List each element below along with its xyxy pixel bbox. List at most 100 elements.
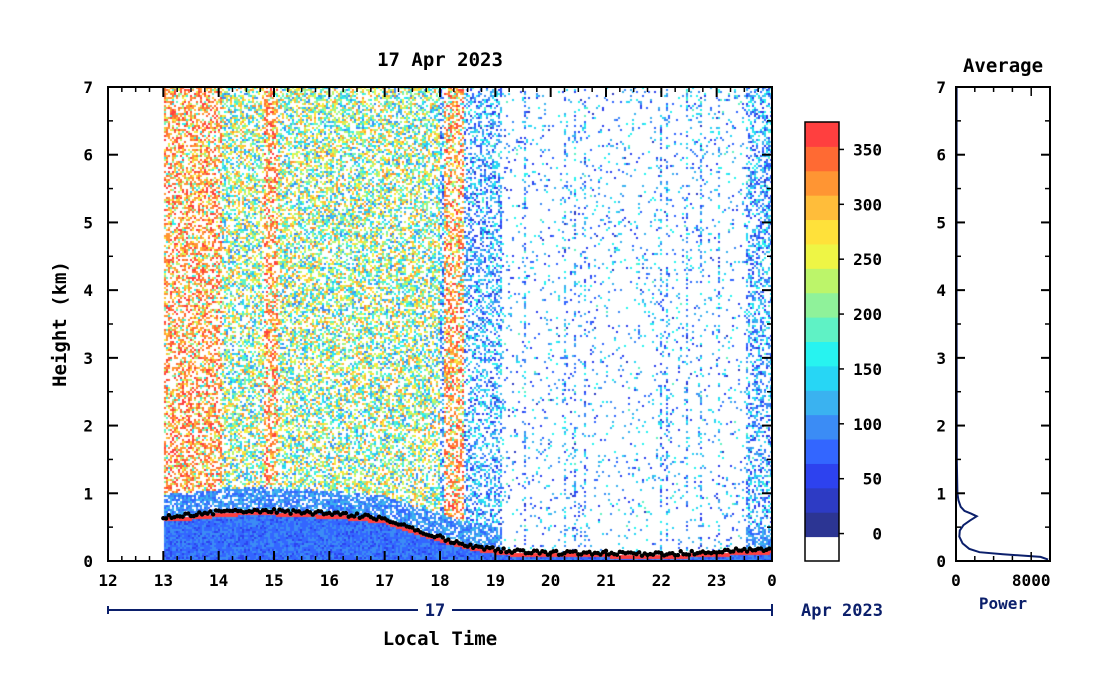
boundary-layer-marker	[637, 550, 642, 555]
colorbar-segment	[805, 317, 839, 342]
y-tick-label: 3	[83, 349, 93, 368]
boundary-layer-marker	[186, 511, 191, 516]
average-y-tick-label: 5	[936, 213, 946, 232]
average-y-tick-label: 0	[936, 552, 946, 571]
boundary-layer-marker	[573, 548, 578, 554]
boundary-layer-marker	[731, 549, 736, 554]
colorbar-segment	[805, 414, 839, 440]
heatmap	[108, 87, 772, 561]
y-tick-labels: 0 1 2 3 4 5 6 7	[83, 78, 93, 571]
colorbar-segment	[805, 292, 839, 318]
colorbar-segment	[805, 536, 839, 562]
average-y-tick-labels: 0 1 2 3 4 5 6 7	[936, 78, 946, 571]
boundary-layer-marker	[269, 509, 274, 515]
y-tick-label: 0	[83, 552, 93, 571]
colorbar	[804, 121, 844, 562]
boundary-layer-marker	[440, 535, 445, 540]
boundary-layer-marker	[542, 549, 548, 555]
boundary-layer-marker	[614, 552, 620, 557]
average-x-tick-label: 0	[951, 571, 961, 590]
chart-title: 17 Apr 2023	[377, 49, 503, 71]
boundary-layer-line	[161, 507, 772, 558]
colorbar-tick-label: 350	[853, 140, 882, 159]
x-tick-labels: 12 13 14 15 16 17 18 19 20 21 22 23 0	[98, 571, 776, 590]
average-x-tick-labels: 0 8000	[951, 571, 1050, 590]
colorbar-segment	[805, 195, 839, 221]
boundary-layer-marker	[689, 548, 694, 554]
colorbar-tick-label: 250	[853, 250, 882, 269]
boundary-layer-marker	[352, 514, 357, 519]
average-y-tick-label: 6	[936, 146, 946, 165]
x-tick-label: 15	[264, 571, 283, 590]
colorbar-segment	[805, 512, 839, 538]
boundary-layer-marker	[495, 546, 501, 552]
boundary-layer-marker	[678, 549, 683, 554]
x-tick-label: 21	[596, 571, 615, 590]
boundary-layer-marker	[410, 525, 415, 530]
colorbar-segment	[805, 146, 839, 172]
boundary-layer-marker	[288, 511, 293, 516]
colorbar-segment	[805, 122, 839, 147]
boundary-layer-marker	[686, 552, 692, 557]
boundary-layer-marker	[498, 549, 504, 555]
colorbar-tick-label: 0	[872, 525, 882, 544]
x-tick-label: 22	[652, 571, 671, 590]
colorbar-tick-label: 100	[853, 415, 882, 434]
average-y-tick-label: 3	[936, 349, 946, 368]
colorbar-frame	[804, 121, 840, 562]
average-profile-line	[956, 87, 1049, 561]
average-y-tick-label: 4	[936, 281, 946, 300]
boundary-layer-marker	[744, 549, 750, 554]
boundary-layer-marker	[166, 512, 172, 518]
colorbar-segment	[805, 439, 839, 464]
colorbar-segment	[805, 243, 839, 269]
boundary-layer-marker	[446, 537, 451, 542]
y-tick-label: 4	[83, 281, 93, 300]
boundary-layer-marker	[180, 514, 185, 519]
average-profile	[956, 87, 1049, 561]
main-axis-ticks	[107, 86, 773, 562]
y-tick-label: 2	[83, 417, 93, 436]
boundary-layer-marker	[163, 516, 169, 521]
average-y-tick-label: 7	[936, 78, 946, 97]
x-tick-label: 14	[209, 571, 228, 590]
date-day-label: 17	[425, 601, 445, 621]
boundary-layer-marker	[343, 510, 349, 516]
boundary-layer-marker	[274, 510, 279, 515]
boundary-layer-marker	[675, 552, 681, 558]
colorbar-tick-label: 300	[853, 195, 882, 214]
date-indicator: 17 Apr 2023	[107, 601, 883, 621]
x-tick-label: 12	[98, 571, 117, 590]
x-tick-label: 17	[375, 571, 394, 590]
heatmap-image	[108, 87, 772, 561]
y-axis-label: Height (km)	[49, 261, 71, 387]
boundary-layer-marker	[194, 512, 199, 518]
boundary-layer-marker	[318, 509, 324, 514]
boundary-layer-marker	[587, 549, 592, 555]
y-tick-label: 5	[83, 213, 93, 232]
x-tick-label: 20	[541, 571, 560, 590]
y-tick-label: 6	[83, 146, 93, 165]
boundary-layer-marker	[554, 548, 559, 554]
date-month-label: Apr 2023	[801, 601, 883, 621]
boundary-layer-marker	[208, 509, 213, 514]
x-tick-label: 0	[767, 571, 777, 590]
y-tick-label: 1	[83, 484, 93, 503]
boundary-layer-marker	[603, 548, 609, 554]
boundary-layer-marker	[501, 546, 506, 551]
colorbar-segment	[805, 487, 839, 513]
colorbar-segment	[805, 219, 839, 245]
boundary-layer-marker	[285, 508, 291, 513]
x-tick-label: 16	[320, 571, 339, 590]
boundary-layer-marker	[354, 511, 360, 516]
colorbar-segment	[805, 365, 839, 391]
average-x-tick-label: 8000	[1012, 571, 1051, 590]
boundary-layer-marker	[742, 546, 747, 552]
colorbar-segment	[805, 341, 839, 367]
average-plot-frame	[955, 86, 1051, 562]
x-tick-label: 13	[154, 571, 173, 590]
x-axis-label: Local Time	[383, 628, 497, 650]
average-y-tick-label: 2	[936, 417, 946, 436]
colorbar-segment	[805, 463, 839, 489]
boundary-layer-marker	[374, 517, 379, 522]
